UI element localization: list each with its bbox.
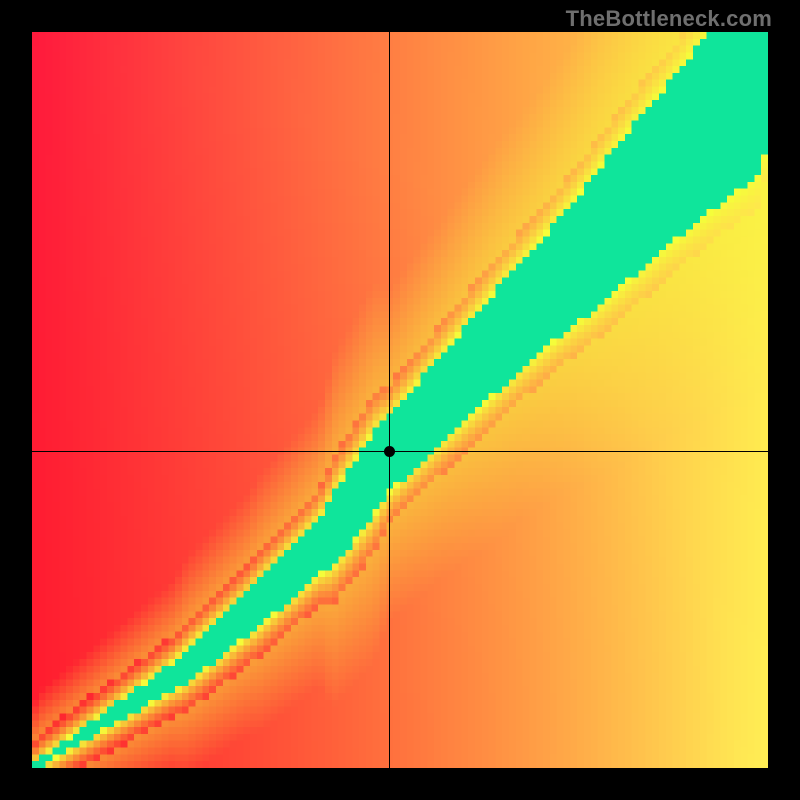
crosshair-horizontal: [32, 451, 768, 452]
plot-area: [32, 32, 768, 768]
crosshair-vertical: [389, 32, 390, 768]
watermark-text: TheBottleneck.com: [566, 6, 772, 32]
heatmap-svg: [32, 32, 768, 768]
